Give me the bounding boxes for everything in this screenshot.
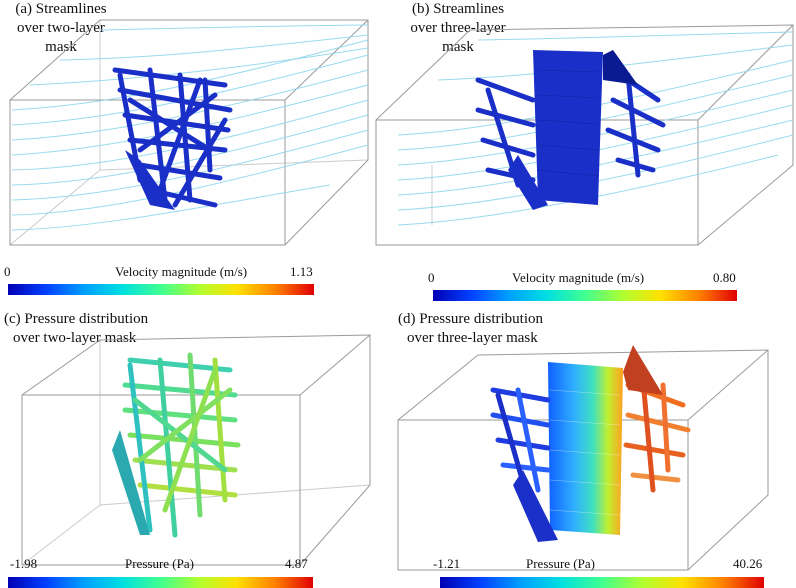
colorbar-a-title: Velocity magnitude (m/s): [115, 264, 248, 279]
caption-line: over two-layer: [17, 20, 105, 36]
panel-c-figure: [21, 334, 371, 566]
caption-line: (b) Streamlines: [411, 1, 505, 17]
colorbar-d-max: 40.26: [733, 556, 763, 571]
caption-line: over two-layer mask: [13, 330, 137, 346]
panel-b-caption: (b) Streamlines over three-layer mask: [398, 0, 518, 57]
colorbar-b-min: 0: [428, 270, 435, 285]
caption-line: mask: [442, 39, 474, 55]
colorbar-c-title: Pressure (Pa): [125, 556, 194, 571]
caption-line: mask: [45, 39, 77, 55]
colorbar-c-min: -1.98: [10, 556, 38, 571]
colorbar-a: [8, 284, 314, 295]
caption-line: over three-layer: [410, 20, 506, 36]
panel-d-figure: [397, 345, 769, 571]
caption-line: (c) Pressure distribution: [4, 311, 149, 327]
panel-c: (c) Pressure distribution over two-layer…: [0, 300, 398, 588]
caption-line: over three-layer mask: [407, 330, 538, 346]
colorbar-c-max: 4.87: [285, 556, 308, 571]
panel-a-caption: (a) Streamlines over two-layer mask: [2, 0, 120, 57]
panel-d-caption: (d) Pressure distribution over three-lay…: [398, 310, 543, 348]
colorbar-a-max: 1.13: [290, 264, 313, 279]
colorbar-b: [433, 290, 737, 301]
panel-b-figure: [375, 24, 794, 246]
panel-c-caption: (c) Pressure distribution over two-layer…: [4, 310, 148, 348]
panel-b: (b) Streamlines over three-layer mask: [375, 0, 796, 301]
panel-a: (a) Streamlines over two-layer mask: [0, 0, 398, 300]
colorbar-b-max: 0.80: [713, 270, 736, 285]
panel-d: (d) Pressure distribution over three-lay…: [397, 300, 796, 588]
colorbar-d-min: -1.21: [433, 556, 461, 571]
caption-line: (a) Streamlines: [15, 1, 107, 17]
colorbar-c: [8, 577, 313, 588]
colorbar-d-title: Pressure (Pa): [526, 556, 595, 571]
colorbar-a-min: 0: [4, 264, 11, 279]
colorbar-d: [440, 577, 764, 588]
caption-line: (d) Pressure distribution: [398, 311, 543, 327]
colorbar-b-title: Velocity magnitude (m/s): [512, 270, 645, 285]
panel-a-figure: [9, 19, 369, 246]
